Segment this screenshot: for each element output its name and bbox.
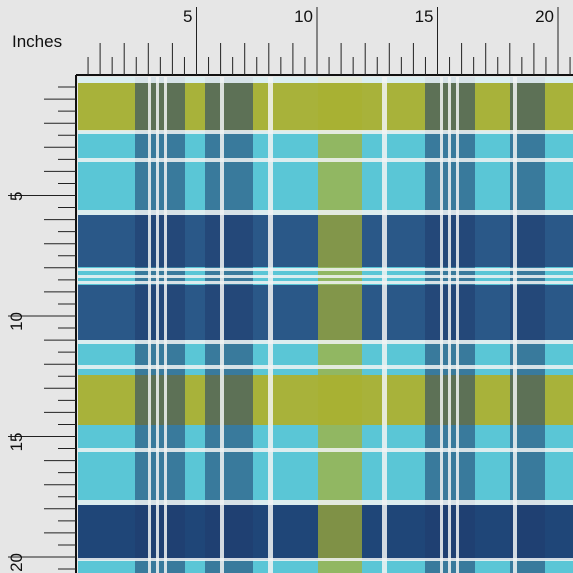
fabric-plaid [78, 77, 573, 573]
ruler-ticks [8, 7, 571, 570]
left-ruler-label: 10 [7, 312, 26, 331]
left-ruler-label: 15 [7, 433, 26, 452]
top-ruler-label: 15 [415, 7, 434, 26]
top-ruler-label: 20 [535, 7, 554, 26]
left-ruler-label: 5 [7, 192, 26, 201]
top-ruler-label: 5 [183, 7, 192, 26]
unit-label: Inches [12, 32, 62, 51]
left-ruler-label: 20 [7, 553, 26, 572]
top-ruler-label: 10 [294, 7, 313, 26]
